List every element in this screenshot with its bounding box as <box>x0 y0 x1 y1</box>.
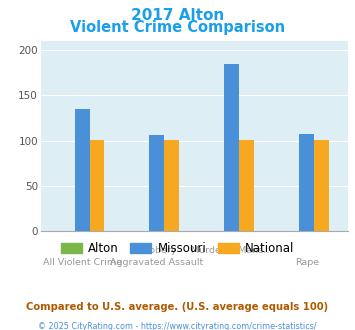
Bar <box>239 140 254 231</box>
Text: © 2025 CityRating.com - https://www.cityrating.com/crime-statistics/: © 2025 CityRating.com - https://www.city… <box>38 322 317 330</box>
Bar <box>224 64 239 231</box>
Text: Rape: Rape <box>295 258 319 267</box>
Legend: Alton, Missouri, National: Alton, Missouri, National <box>56 237 299 260</box>
Text: 2017 Alton: 2017 Alton <box>131 8 224 23</box>
Bar <box>299 134 314 231</box>
Text: Murder & Mans...: Murder & Mans... <box>191 247 272 255</box>
Bar <box>89 140 104 231</box>
Text: Violent Crime Comparison: Violent Crime Comparison <box>70 20 285 35</box>
Text: Compared to U.S. average. (U.S. average equals 100): Compared to U.S. average. (U.S. average … <box>26 302 329 312</box>
Text: Aggravated Assault: Aggravated Assault <box>110 258 203 267</box>
Bar <box>75 109 89 231</box>
Text: All Violent Crime: All Violent Crime <box>43 258 121 267</box>
Bar <box>314 140 329 231</box>
Text: Robbery: Robbery <box>137 247 177 255</box>
Bar <box>149 135 164 231</box>
Bar <box>164 140 179 231</box>
